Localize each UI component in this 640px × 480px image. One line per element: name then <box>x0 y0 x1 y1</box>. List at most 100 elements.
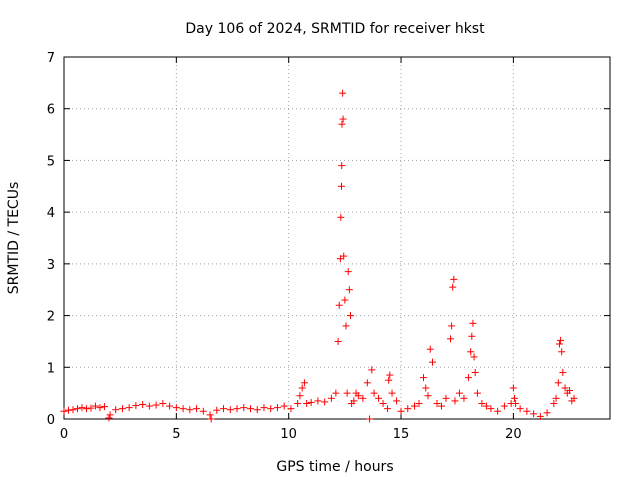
data-point <box>554 379 562 387</box>
data-point <box>464 374 472 382</box>
data-point <box>494 407 502 415</box>
data-point <box>260 404 268 412</box>
data-point <box>343 389 351 397</box>
data-point <box>60 407 68 415</box>
data-point <box>118 405 126 413</box>
data-point <box>337 182 345 190</box>
data-point <box>152 401 160 409</box>
data-point <box>370 389 378 397</box>
data-point <box>307 398 315 406</box>
y-tick-label: 6 <box>47 103 55 118</box>
data-point <box>422 384 430 392</box>
data-point <box>91 402 99 410</box>
data-point <box>206 411 214 419</box>
x-tick-label: 10 <box>280 427 297 442</box>
data-point <box>559 368 567 376</box>
data-point <box>213 406 221 414</box>
data-point <box>337 213 345 221</box>
data-point <box>267 405 275 413</box>
data-point <box>159 399 167 407</box>
data-point <box>428 358 436 366</box>
data-point <box>536 412 544 420</box>
data-point <box>471 368 479 376</box>
data-point <box>96 404 104 412</box>
chart-title: Day 106 of 2024, SRMTID for receiver hks… <box>185 21 485 37</box>
data-point <box>341 296 349 304</box>
data-point <box>125 404 133 412</box>
data-point <box>530 410 538 418</box>
data-point <box>300 379 308 387</box>
data-point <box>363 379 371 387</box>
data-points <box>60 89 578 423</box>
data-point <box>220 405 228 413</box>
data-point <box>561 384 569 392</box>
data-point <box>470 353 478 361</box>
data-point <box>523 407 531 415</box>
data-point <box>478 399 486 407</box>
data-point <box>393 397 401 405</box>
data-point <box>437 402 445 410</box>
data-point <box>442 394 450 402</box>
data-point <box>482 402 490 410</box>
data-point <box>338 162 346 170</box>
y-tick-label: 3 <box>47 258 55 273</box>
data-point <box>511 394 519 402</box>
y-tick-label: 0 <box>47 413 55 428</box>
data-point <box>340 252 348 260</box>
x-tick-label: 0 <box>60 427 68 442</box>
data-point <box>473 389 481 397</box>
data-point <box>199 407 207 415</box>
data-point <box>298 384 306 392</box>
data-point <box>186 406 194 414</box>
data-point <box>280 402 288 410</box>
data-point <box>570 394 578 402</box>
data-point <box>433 399 441 407</box>
y-axis-label: SRMTID / TECUs <box>6 182 22 295</box>
data-point <box>139 401 147 409</box>
data-point <box>386 371 394 379</box>
data-point <box>327 394 335 402</box>
data-point <box>100 403 108 411</box>
data-point <box>516 405 524 413</box>
data-point <box>253 406 261 414</box>
data-point <box>145 402 153 410</box>
data-point <box>166 402 174 410</box>
data-point <box>467 348 475 356</box>
data-point <box>446 335 454 343</box>
data-point <box>388 389 396 397</box>
x-tick-label: 5 <box>172 427 180 442</box>
data-point <box>332 389 340 397</box>
data-point <box>296 392 304 400</box>
data-point <box>411 402 419 410</box>
data-point <box>339 89 347 97</box>
data-point <box>552 394 560 402</box>
data-point <box>487 405 495 413</box>
data-point <box>87 404 95 412</box>
data-point <box>450 275 458 283</box>
data-point <box>179 405 187 413</box>
data-point <box>339 115 347 123</box>
data-point <box>106 411 114 419</box>
data-point <box>314 397 322 405</box>
data-point <box>346 312 354 320</box>
x-tick-label: 20 <box>505 427 522 442</box>
data-point <box>78 404 86 412</box>
data-point <box>543 409 551 417</box>
data-point <box>112 406 120 414</box>
y-tick-label: 7 <box>47 51 55 66</box>
data-point <box>375 394 383 402</box>
data-point <box>426 345 434 353</box>
data-point <box>420 374 428 382</box>
data-point <box>172 404 180 412</box>
data-point <box>82 405 90 413</box>
x-axis-label: GPS time / hours <box>276 459 393 475</box>
data-point <box>193 405 201 413</box>
data-point <box>397 407 405 415</box>
data-point <box>415 399 423 407</box>
data-point <box>342 322 350 330</box>
data-point <box>368 366 376 374</box>
plot-frame <box>63 56 611 420</box>
data-point <box>246 405 254 413</box>
data-point <box>424 392 432 400</box>
